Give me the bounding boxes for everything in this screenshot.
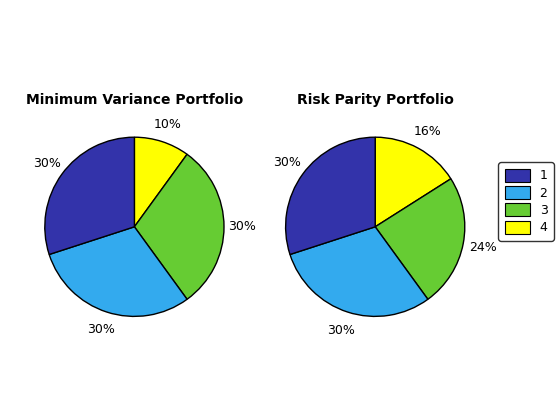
Wedge shape <box>375 179 465 299</box>
Text: 24%: 24% <box>469 241 497 254</box>
Legend: 1, 2, 3, 4: 1, 2, 3, 4 <box>498 163 554 241</box>
Text: 30%: 30% <box>34 157 62 170</box>
Wedge shape <box>49 227 187 316</box>
Wedge shape <box>134 154 224 299</box>
Text: 10%: 10% <box>153 118 181 131</box>
Wedge shape <box>134 137 187 227</box>
Text: 30%: 30% <box>328 324 356 337</box>
Text: 16%: 16% <box>414 124 442 137</box>
Text: 30%: 30% <box>87 323 115 336</box>
Wedge shape <box>375 137 451 227</box>
Wedge shape <box>286 137 375 255</box>
Text: 30%: 30% <box>273 156 301 169</box>
Wedge shape <box>45 137 134 255</box>
Title: Risk Parity Portfolio: Risk Parity Portfolio <box>297 93 454 107</box>
Title: Minimum Variance Portfolio: Minimum Variance Portfolio <box>26 93 243 107</box>
Text: 30%: 30% <box>228 220 256 233</box>
Wedge shape <box>290 227 428 316</box>
